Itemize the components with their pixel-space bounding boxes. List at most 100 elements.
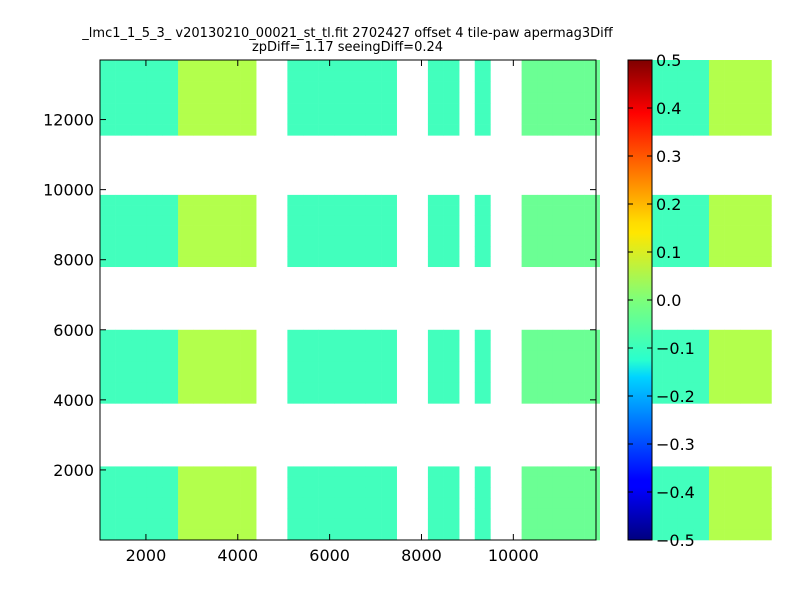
heatmap-cell: [568, 225, 585, 237]
heatmap-cell: [381, 340, 397, 352]
heatmap-cell: [443, 70, 460, 82]
heatmap-cell: [740, 382, 757, 394]
heatmap-cell: [381, 518, 397, 530]
heatmap-cell: [552, 256, 569, 268]
heatmap-cell: [193, 371, 210, 383]
heatmap-cell: [537, 60, 554, 72]
heatmap-cell: [537, 235, 554, 247]
heatmap-cell: [193, 487, 210, 499]
heatmap-cell: [584, 382, 600, 394]
heatmap-cell: [318, 340, 335, 352]
heatmap-cell: [193, 60, 210, 72]
heatmap-cell: [724, 508, 741, 520]
heatmap-cell: [178, 518, 194, 530]
heatmap-cell: [381, 529, 397, 541]
heatmap-cell: [521, 103, 538, 115]
heatmap-cell: [552, 235, 569, 247]
heatmap-cell: [349, 81, 366, 93]
heatmap-cell: [146, 92, 163, 104]
heatmap-cell: [240, 487, 257, 499]
heatmap-cell: [724, 529, 741, 541]
heatmap-cell: [224, 508, 241, 520]
heatmap-cell: [318, 518, 335, 530]
heatmap-cell: [178, 92, 194, 104]
heatmap-cell: [131, 113, 148, 125]
heatmap-cell: [146, 350, 163, 362]
heatmap-cell: [646, 194, 663, 206]
heatmap-cell: [662, 518, 679, 530]
heatmap-cell: [287, 518, 304, 530]
heatmap-cell: [755, 256, 772, 268]
heatmap-cell: [584, 392, 600, 404]
heatmap-cell: [381, 124, 397, 136]
heatmap-cell: [708, 371, 725, 383]
heatmap-cell: [677, 60, 694, 72]
heatmap-cell: [318, 103, 335, 115]
heatmap-cell: [724, 371, 741, 383]
heatmap-cell: [349, 215, 366, 226]
heatmap-cell: [646, 92, 663, 104]
heatmap-cell: [662, 392, 679, 404]
heatmap-cell: [584, 205, 600, 216]
heatmap-cell: [302, 256, 319, 268]
heatmap-cell: [209, 476, 226, 488]
heatmap-cell: [115, 81, 132, 93]
heatmap-cell: [677, 124, 694, 136]
heatmap-cell: [365, 508, 382, 520]
heatmap-cell: [365, 70, 382, 82]
heatmap-cell: [115, 246, 132, 257]
heatmap-cell: [162, 215, 179, 226]
heatmap-cell: [100, 508, 116, 520]
heatmap-cell: [755, 392, 772, 404]
heatmap-cell: [178, 508, 194, 520]
heatmap-cell: [474, 194, 491, 206]
heatmap-cell: [240, 103, 257, 115]
heatmap-cell: [740, 497, 757, 509]
heatmap-cell: [224, 81, 241, 93]
heatmap-cell: [474, 529, 491, 541]
heatmap-cell: [224, 476, 241, 488]
heatmap-cell: [537, 329, 554, 341]
heatmap-cell: [740, 215, 757, 226]
heatmap-cell: [740, 329, 757, 341]
heatmap-cell: [224, 60, 241, 72]
heatmap-cell: [146, 194, 163, 206]
heatmap-cell: [708, 329, 725, 341]
heatmap-cell: [584, 124, 600, 136]
heatmap-cell: [552, 350, 569, 362]
heatmap-cell: [193, 392, 210, 404]
heatmap-cell: [427, 225, 444, 237]
heatmap-cell: [568, 246, 585, 257]
heatmap-cell: [115, 529, 132, 541]
heatmap-cell: [178, 205, 194, 216]
heatmap-cell: [584, 103, 600, 115]
heatmap-cell: [677, 92, 694, 104]
heatmap-cell: [537, 256, 554, 268]
heatmap-cell: [318, 392, 335, 404]
heatmap-cell: [318, 382, 335, 394]
heatmap-cell: [755, 60, 772, 72]
heatmap-cell: [381, 103, 397, 115]
heatmap-cell: [537, 92, 554, 104]
heatmap-cell: [474, 518, 491, 530]
heatmap-cell: [365, 246, 382, 257]
heatmap-cell: [131, 529, 148, 541]
x-tick-label: 10000: [488, 546, 539, 565]
heatmap-cell: [708, 225, 725, 237]
heatmap-cell: [146, 235, 163, 247]
heatmap-cell: [209, 497, 226, 509]
heatmap-cell: [662, 487, 679, 499]
heatmap-cell: [443, 225, 460, 237]
heatmap-cell: [662, 124, 679, 136]
heatmap-cell: [115, 371, 132, 383]
heatmap-cell: [162, 113, 179, 125]
heatmap-cell: [131, 487, 148, 499]
heatmap-cell: [646, 340, 663, 352]
heatmap-cell: [240, 392, 257, 404]
heatmap-cell: [224, 256, 241, 268]
heatmap-cell: [646, 103, 663, 115]
heatmap-cell: [521, 392, 538, 404]
heatmap-cell: [193, 350, 210, 362]
heatmap-cell: [677, 466, 694, 478]
heatmap-cell: [755, 205, 772, 216]
